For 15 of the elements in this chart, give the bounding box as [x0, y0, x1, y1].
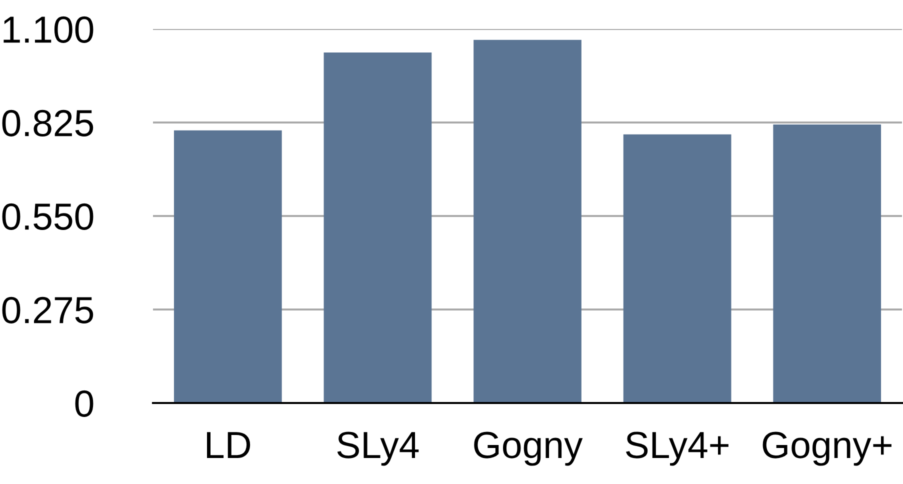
bar: [623, 134, 732, 403]
x-tick-label: SLy4+: [626, 432, 728, 466]
x-tick-label: SLy4: [337, 432, 419, 466]
x-tick-label: Gogny: [474, 432, 583, 466]
x-tick-label: LD: [207, 432, 250, 458]
bar: [324, 52, 432, 403]
x-tick-label: Gogny+: [762, 432, 892, 466]
y-tick-label: 0: [75, 390, 94, 417]
bar: [174, 130, 282, 403]
y-tick-label: 0.275: [2, 296, 94, 324]
y-tick-label: 1.100: [4, 16, 94, 43]
y-tick-label: 0.825: [2, 110, 94, 136]
bar: [474, 40, 582, 403]
bar: [773, 124, 882, 403]
y-tick-label: 0.550: [2, 203, 94, 230]
